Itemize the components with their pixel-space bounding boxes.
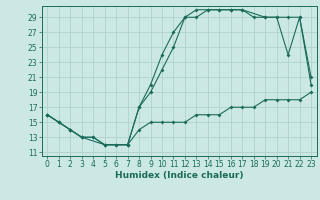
X-axis label: Humidex (Indice chaleur): Humidex (Indice chaleur)	[115, 171, 244, 180]
